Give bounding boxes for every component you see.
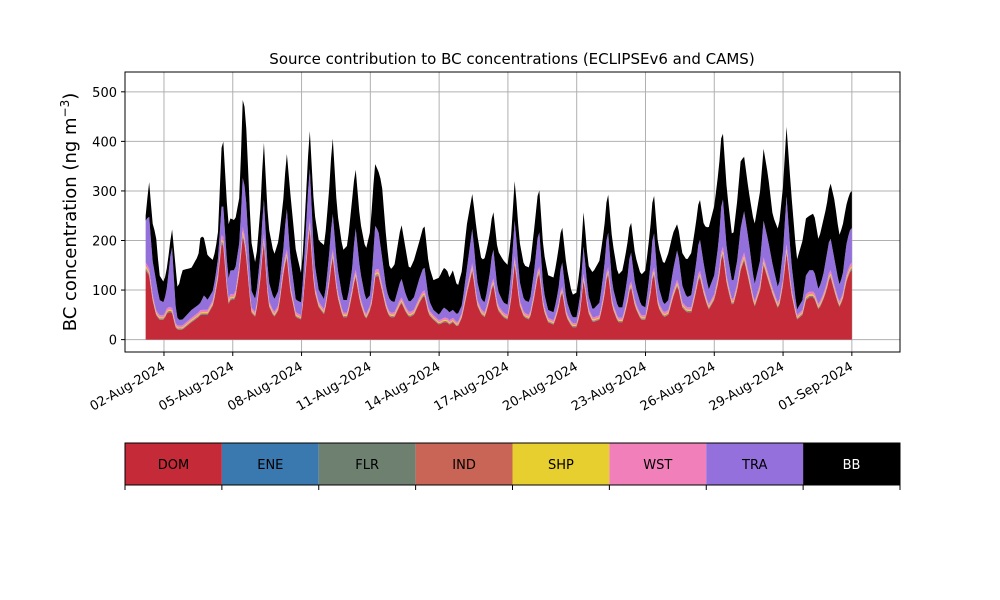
legend-swatch bbox=[706, 443, 804, 485]
x-tick-label: 11-Aug-2024 bbox=[294, 359, 374, 414]
x-tick-label: 26-Aug-2024 bbox=[638, 359, 718, 414]
x-tick-label: 05-Aug-2024 bbox=[156, 359, 236, 414]
x-tick-label: 17-Aug-2024 bbox=[432, 359, 512, 414]
legend-item-ene: ENE bbox=[221, 443, 319, 485]
y-tick-label: 0 bbox=[109, 334, 117, 349]
chart-title: Source contribution to BC concentrations… bbox=[269, 50, 754, 68]
legend-label: TRA bbox=[741, 458, 767, 473]
x-tick-label: 02-Aug-2024 bbox=[88, 359, 168, 414]
legend-item-shp: SHP bbox=[512, 443, 610, 485]
legend-colorbar: DOM ENE FLR IND SHP WST TRA BB bbox=[124, 442, 901, 490]
x-tick-label: 14-Aug-2024 bbox=[363, 359, 443, 414]
legend-swatch bbox=[318, 443, 416, 485]
legend-item-tra: TRA bbox=[706, 443, 804, 485]
y-axis-ticks: 0 100 200 300 400 500 bbox=[92, 86, 125, 349]
legend-label: WST bbox=[643, 458, 672, 473]
y-axis-label: BC concentration (ng m−3) bbox=[58, 93, 81, 332]
x-tick-label: 29-Aug-2024 bbox=[707, 359, 787, 414]
legend-item-bb: BB bbox=[803, 443, 900, 485]
area-tra bbox=[145, 169, 852, 326]
plot-frame bbox=[124, 71, 901, 353]
y-tick-label: 300 bbox=[92, 185, 117, 200]
legend-label: BB bbox=[843, 458, 861, 473]
y-tick-label: 400 bbox=[92, 135, 117, 150]
y-tick-label: 500 bbox=[92, 86, 117, 101]
legend-label: FLR bbox=[355, 458, 379, 473]
stacked-areas bbox=[145, 100, 852, 340]
legend-swatch bbox=[512, 443, 610, 485]
legend-item-wst: WST bbox=[609, 443, 707, 485]
legend-item-dom: DOM bbox=[125, 443, 222, 485]
x-axis-ticks: 02-Aug-202405-Aug-202408-Aug-202411-Aug-… bbox=[88, 352, 856, 415]
legend-label: SHP bbox=[548, 458, 574, 473]
x-tick-label: 20-Aug-2024 bbox=[500, 359, 580, 414]
x-tick-label: 08-Aug-2024 bbox=[225, 359, 305, 414]
y-tick-label: 200 bbox=[92, 234, 117, 249]
legend-label: ENE bbox=[257, 458, 283, 473]
legend-swatch bbox=[415, 443, 513, 485]
legend-swatch bbox=[609, 443, 707, 485]
legend-item-flr: FLR bbox=[318, 443, 416, 485]
legend-label: IND bbox=[452, 458, 476, 473]
legend-swatch bbox=[221, 443, 319, 485]
area-dom bbox=[145, 229, 852, 340]
legend-item-ind: IND bbox=[415, 443, 513, 485]
x-tick-label: 01-Sep-2024 bbox=[776, 359, 856, 414]
legend-swatch bbox=[125, 443, 222, 485]
legend-label: DOM bbox=[158, 458, 189, 473]
legend-swatch bbox=[803, 443, 900, 485]
area-bb bbox=[145, 100, 852, 320]
x-tick-label: 23-Aug-2024 bbox=[569, 359, 649, 414]
y-tick-label: 100 bbox=[92, 284, 117, 299]
